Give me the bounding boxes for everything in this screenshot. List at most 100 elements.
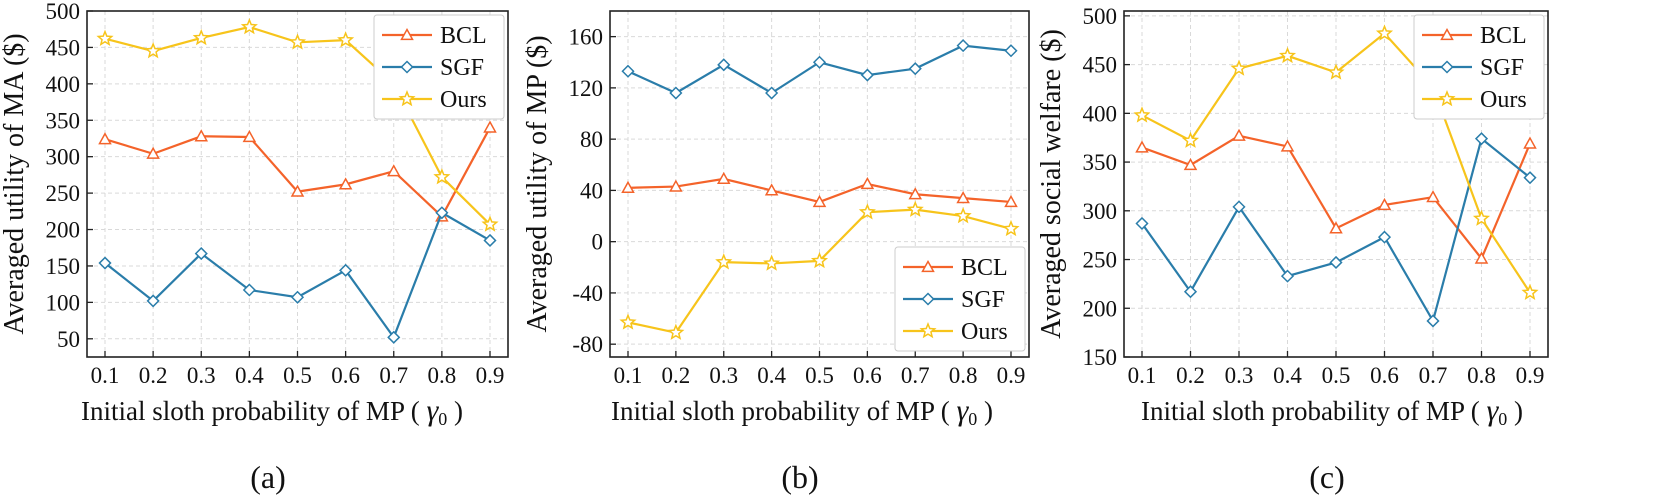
data-point-sgf [812, 55, 827, 69]
data-point-ours [288, 33, 307, 50]
data-point-ours [1002, 219, 1020, 237]
legend: BCL SGF Ours [1413, 14, 1545, 120]
x-tick-label: 0.5 [805, 363, 834, 388]
legend-marker-bcl [921, 259, 935, 273]
data-point-bcl [1280, 139, 1295, 152]
data-point-ours [1133, 106, 1151, 123]
data-point-sgf [621, 64, 635, 78]
legend-marker-ours [919, 322, 937, 339]
data-point-bcl [1183, 157, 1198, 171]
legend-label-ours: Ours [961, 319, 1008, 345]
data-point-sgf [1329, 255, 1343, 270]
data-point-sgf [765, 86, 779, 100]
x-tick-label: 0.9 [997, 363, 1026, 388]
data-point-sgf [1004, 44, 1018, 58]
legend-marker-sgf [921, 292, 935, 306]
data-point-ours [144, 42, 162, 59]
panel-caption: (b) [781, 459, 818, 495]
y-tick-label: 400 [46, 72, 81, 97]
y-tick-label: -40 [572, 281, 603, 306]
data-point-bcl [716, 171, 731, 185]
data-point-bcl [242, 129, 257, 143]
y-tick-label: 300 [1083, 199, 1118, 224]
y-tick-label: 400 [1083, 101, 1118, 126]
y-tick-label: 150 [46, 254, 81, 279]
data-point-ours [810, 251, 829, 269]
data-point-sgf [435, 206, 449, 220]
data-point-sgf [194, 247, 208, 261]
data-point-bcl [860, 176, 875, 190]
data-point-sgf [1280, 269, 1295, 283]
data-point-sgf [1426, 314, 1440, 328]
chart-panel-b: -80 -40 0 40 80 120 160 0.1 0.2 0.3 0.4 0.5 0.6 0.7 0.… [522, 10, 1030, 495]
data-point-sgf [1232, 200, 1246, 214]
y-tick-label: 160 [569, 25, 604, 50]
data-point-ours [240, 18, 258, 35]
x-tick-label: 0.8 [1467, 363, 1496, 388]
data-point-bcl [98, 132, 112, 145]
data-point-ours [96, 29, 114, 46]
x-tick-label: 0.3 [1225, 363, 1254, 388]
x-tick-label: 0.2 [1176, 363, 1205, 388]
x-axis-label-text: Initial sloth probability of MP ( [81, 396, 426, 426]
data-point-ours [433, 168, 451, 185]
legend-label-sgf: SGF [961, 287, 1005, 313]
x-tick-label: 0.8 [949, 363, 978, 388]
data-point-bcl [669, 179, 683, 192]
data-point-sgf [1377, 230, 1392, 244]
data-point-ours [763, 254, 781, 271]
data-point-sgf [1183, 285, 1198, 299]
data-point-ours [1327, 63, 1345, 80]
legend-marker-bcl [1440, 27, 1454, 41]
data-point-bcl [483, 120, 497, 133]
data-point-bcl [1329, 221, 1343, 234]
y-axis-label: Averaged utility of MA ($) [0, 33, 30, 334]
x-tick-label: 0.9 [476, 363, 505, 388]
x-axis-label: Initial sloth probability of MP ( γ0 ) [611, 394, 993, 429]
panel-caption: (c) [1309, 459, 1345, 495]
x-tick-label: 0.5 [283, 363, 312, 388]
data-point-ours [858, 203, 876, 220]
data-point-ours [192, 28, 210, 46]
legend-label-sgf: SGF [440, 55, 484, 81]
data-point-sgf [669, 86, 683, 100]
x-tick-label: 0.7 [379, 363, 408, 388]
data-point-ours [906, 200, 924, 217]
data-point-bcl [1474, 251, 1489, 264]
chart-panel-a: 50 100 150 200 250 300 350 400 450 500 0.1 0.2 0.3 0.… [0, 0, 509, 495]
data-point-sgf [146, 294, 160, 308]
x-tick-label: 0.6 [853, 363, 882, 388]
legend-label-ours: Ours [1480, 87, 1527, 113]
data-point-bcl [1523, 136, 1537, 149]
data-point-sgf [717, 58, 731, 72]
y-tick-label: 450 [46, 35, 81, 60]
data-point-sgf [290, 290, 305, 304]
data-point-ours [337, 31, 355, 48]
y-tick-label: 450 [1083, 53, 1118, 78]
x-tick-label: 0.1 [614, 363, 643, 388]
data-point-ours [667, 323, 685, 340]
y-tick-label: 40 [580, 178, 603, 203]
data-point-ours [481, 215, 499, 232]
x-tick-label: 0.1 [1128, 363, 1157, 388]
legend-marker-sgf [400, 60, 414, 74]
data-point-bcl [338, 177, 353, 190]
y-tick-label: 80 [580, 127, 603, 152]
legend-marker-bcl [400, 27, 414, 41]
legend-label-sgf: SGF [1480, 55, 1524, 81]
data-point-bcl [1135, 140, 1149, 153]
panel-caption: (a) [250, 459, 286, 495]
x-tick-label: 0.3 [187, 363, 216, 388]
data-point-bcl [290, 184, 305, 197]
data-point-bcl [146, 146, 160, 159]
x-axis-label-subscript: 0 [1498, 409, 1507, 429]
y-tick-label: -80 [572, 332, 603, 357]
data-point-bcl [764, 183, 779, 196]
x-axis-label-close: ) [1507, 396, 1523, 426]
x-axis-label-close: ) [977, 396, 993, 426]
y-tick-label: 0 [592, 230, 604, 255]
data-point-sgf [1135, 216, 1149, 231]
x-tick-label: 0.2 [139, 363, 168, 388]
data-point-bcl [1232, 128, 1246, 141]
x-axis-label-subscript: 0 [438, 409, 447, 429]
